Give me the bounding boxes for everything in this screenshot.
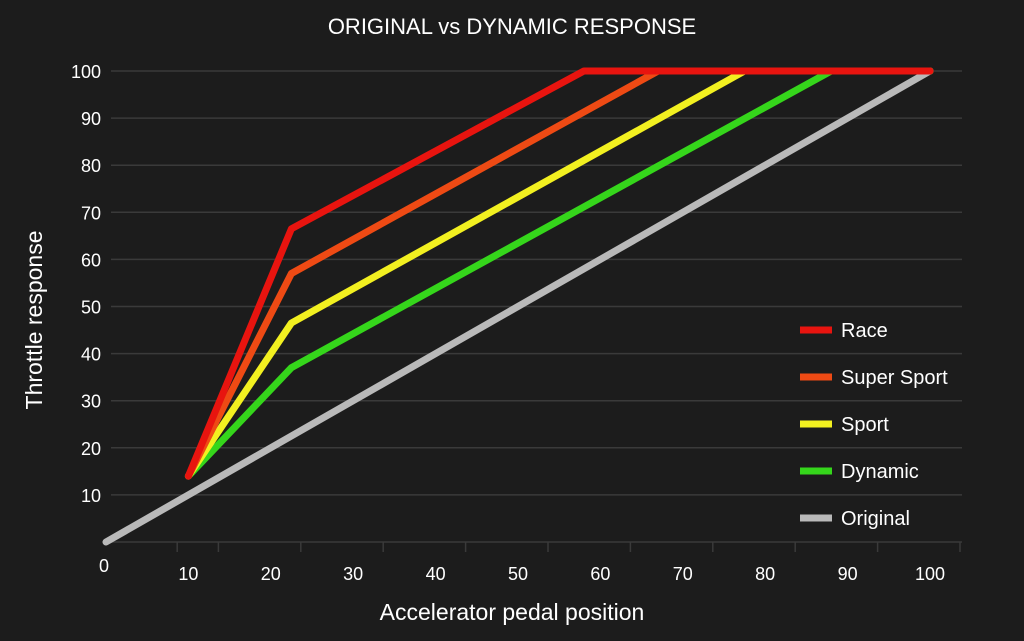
- x-tick-labels: 10 20 30 40 50 60 70 80 90 100: [178, 564, 945, 584]
- axes: [111, 541, 962, 552]
- y-tick-label: 50: [81, 298, 101, 318]
- y-tick-label: 60: [81, 250, 101, 270]
- series-line-original: [102, 67, 934, 546]
- chart-title: ORIGINAL vs DYNAMIC RESPONSE: [328, 14, 696, 39]
- legend-label: Race: [841, 320, 888, 342]
- y-tick-label: 80: [81, 156, 101, 176]
- series-line-race: [184, 67, 934, 480]
- y-tick-label: 90: [81, 109, 101, 129]
- y-tick-label: 30: [81, 392, 101, 412]
- x-tick-label: 10: [178, 564, 198, 584]
- x-tick-label: 80: [755, 564, 775, 584]
- x-tick-label: 30: [343, 564, 363, 584]
- legend-label: Original: [841, 508, 910, 530]
- legend-label: Super Sport: [841, 367, 948, 389]
- y-tick-label: 100: [71, 62, 101, 82]
- x-tick-label: 90: [838, 564, 858, 584]
- y-axis-label: Throttle response: [21, 231, 47, 410]
- x-tick-label: 70: [673, 564, 693, 584]
- y-tick-label: 10: [81, 486, 101, 506]
- y-tick-label: 20: [81, 439, 101, 459]
- series-lines: [102, 67, 934, 546]
- x-tick-label: 100: [915, 564, 945, 584]
- y-tick-label: 70: [81, 203, 101, 223]
- y-tick-labels: 10 20 30 40 50 60 70 80 90 100: [71, 62, 101, 506]
- legend-label: Dynamic: [841, 461, 919, 483]
- x-tick-label: 50: [508, 564, 528, 584]
- x-tick-label: 40: [426, 564, 446, 584]
- origin-tick-label: 0: [99, 556, 109, 576]
- legend-label: Sport: [841, 414, 889, 436]
- x-axis-label: Accelerator pedal position: [380, 599, 645, 625]
- x-tick-label: 20: [261, 564, 281, 584]
- y-tick-label: 40: [81, 345, 101, 365]
- x-tick-label: 60: [590, 564, 610, 584]
- legend: Race Super Sport Sport Dynamic Original: [800, 320, 948, 530]
